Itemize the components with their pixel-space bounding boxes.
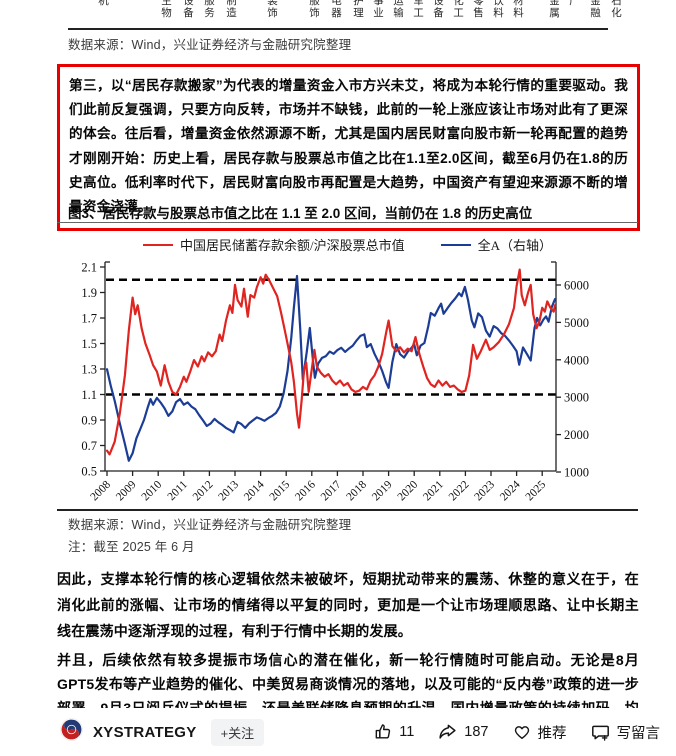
svg-text:1.5: 1.5 (81, 337, 97, 351)
svg-text:2017: 2017 (319, 478, 344, 503)
svg-text:1.1: 1.1 (81, 388, 97, 402)
like-button[interactable]: 11 (373, 722, 414, 742)
top-axis-line (68, 28, 608, 30)
clipped-category-label: 设 备 (433, 0, 444, 19)
svg-text:0.9: 0.9 (81, 414, 97, 428)
svg-text:2011: 2011 (165, 478, 190, 503)
clipped-category-label: 机 (98, 0, 109, 7)
svg-text:1.9: 1.9 (81, 286, 97, 300)
svg-text:2020: 2020 (396, 478, 421, 503)
paragraph-lead: 第三，以“居民存款搬家”为代表的增量资金入市方兴未艾，将成为本轮行情的重要驱动。 (69, 78, 615, 93)
clipped-category-label: 产 (569, 0, 580, 7)
svg-text:1.3: 1.3 (81, 363, 97, 377)
svg-text:2019: 2019 (370, 478, 395, 503)
clipped-category-label: 电 器 (331, 0, 342, 19)
account-name[interactable]: XYSTRATEGY (93, 723, 197, 741)
comment-plus-icon (590, 722, 611, 743)
account-block: XYSTRATEGY +关注 (60, 718, 265, 746)
svg-text:2023: 2023 (472, 478, 497, 503)
clipped-category-label: 服 饰 (309, 0, 320, 19)
clipped-category-label: 制 造 (226, 0, 237, 19)
legend-red-line-swatch (142, 243, 173, 246)
svg-text:2022: 2022 (447, 478, 472, 503)
figure3-title: 图3、居民存款与股票总市值之比在 1.1 至 2.0 区间，当前仍在 1.8 的… (68, 206, 533, 221)
legend-blue-label: 全A（右轴） (477, 238, 552, 253)
share-button[interactable]: 187 (437, 722, 489, 743)
highlighted-paragraph-box: 第三，以“居民存款搬家”为代表的增量资金入市方兴未艾，将成为本轮行情的重要驱动。… (57, 64, 640, 232)
legend-item-index: 全A（右轴） (440, 235, 552, 254)
svg-text:3000: 3000 (564, 391, 589, 405)
clipped-category-label: 运 输 (393, 0, 404, 19)
svg-text:0.7: 0.7 (81, 439, 97, 453)
svg-text:2024: 2024 (498, 478, 523, 503)
legend-blue-line-swatch (440, 243, 471, 246)
svg-text:2015: 2015 (268, 478, 293, 503)
data-source-top: 数据来源：Wind，兴业证券经济与金融研究院整理 (68, 38, 352, 52)
svg-text:2000: 2000 (564, 428, 589, 442)
svg-text:2016: 2016 (293, 478, 318, 503)
legend-red-label: 中国居民储蓄存款余额/沪深股票总市值 (179, 238, 405, 253)
paragraph-body: 我们此前反复强调，只要方向反转，市场并不缺钱，此前的一轮上涨应该让市场对此有了更… (69, 78, 628, 215)
data-source-figure: 数据来源：Wind，兴业证券经济与金融研究院整理 (68, 518, 352, 532)
footer-bar: XYSTRATEGY +关注 11 187 (0, 708, 676, 756)
svg-text:2010: 2010 (140, 478, 165, 503)
svg-text:2018: 2018 (344, 478, 369, 503)
figure-bottom-rule (57, 509, 638, 511)
body-paragraph-2: 因此，支撑本轮行情的核心逻辑依然未被破坏，短期扰动带来的震荡、休整的意义在于，在… (57, 571, 639, 639)
clipped-category-label: 装 饰 (267, 0, 278, 19)
paragraph3-lead: 并且，后续依然有较多提振市场信心的潜在催化，新一轮行情随时可能启动。 (57, 652, 571, 668)
clipped-category-label: 金 融 (590, 0, 601, 19)
svg-text:2025: 2025 (524, 478, 549, 503)
svg-text:2008: 2008 (88, 478, 113, 503)
heart-icon (512, 722, 532, 742)
chart-legend: 中国居民储蓄存款余额/沪深股票总市值 全A（右轴） (57, 235, 638, 254)
recommend-label: 推荐 (537, 725, 567, 742)
like-count: 11 (399, 724, 415, 740)
thumbs-up-icon (373, 722, 393, 742)
account-logo-icon (60, 718, 83, 746)
figure-title-rule (57, 222, 638, 223)
comment-button[interactable]: 写留言 (590, 722, 661, 743)
clipped-category-label: 石 化 (611, 0, 622, 19)
clipped-category-label: 设 备 (183, 0, 194, 19)
figure-note: 注：截至 2025 年 6 月 (68, 540, 195, 554)
svg-text:6000: 6000 (564, 279, 589, 293)
share-count: 187 (464, 724, 489, 740)
svg-text:2013: 2013 (216, 478, 241, 503)
svg-text:2014: 2014 (242, 478, 267, 503)
footer-actions: 11 187 推荐 (373, 722, 660, 743)
comment-label: 写留言 (616, 725, 661, 742)
svg-text:5000: 5000 (564, 316, 589, 330)
clipped-category-label: 金 属 (549, 0, 560, 19)
clipped-category-label: 护 理 (353, 0, 364, 19)
share-arrow-icon (437, 722, 458, 743)
svg-text:2021: 2021 (421, 478, 446, 503)
clipped-category-label: 军 工 (413, 0, 424, 19)
svg-text:1.7: 1.7 (81, 312, 97, 326)
recommend-button[interactable]: 推荐 (512, 722, 567, 743)
svg-text:2009: 2009 (114, 478, 139, 503)
clipped-category-label: 事 业 (373, 0, 384, 19)
clipped-category-label: 生 物 (161, 0, 172, 19)
svg-text:0.5: 0.5 (81, 465, 97, 479)
clipped-category-label: 化 工 (453, 0, 464, 19)
clipped-category-label: 饮 料 (493, 0, 504, 19)
svg-text:1000: 1000 (564, 466, 589, 480)
legend-item-ratio: 中国居民储蓄存款余额/沪深股票总市值 (142, 235, 405, 254)
clipped-category-label: 服 务 (204, 0, 215, 19)
clipped-category-label: 材 料 (513, 0, 524, 19)
svg-text:4000: 4000 (564, 353, 589, 367)
follow-button[interactable]: +关注 (210, 718, 265, 746)
figure3-chart: 2.1 1.9 1.7 1.5 1.3 1.1 0.9 0.7 0.5 6000 5000 4000 3… (81, 261, 589, 504)
svg-text:2.1: 2.1 (81, 261, 97, 275)
clipped-category-label: 零 售 (473, 0, 484, 19)
svg-text:2012: 2012 (191, 478, 216, 503)
